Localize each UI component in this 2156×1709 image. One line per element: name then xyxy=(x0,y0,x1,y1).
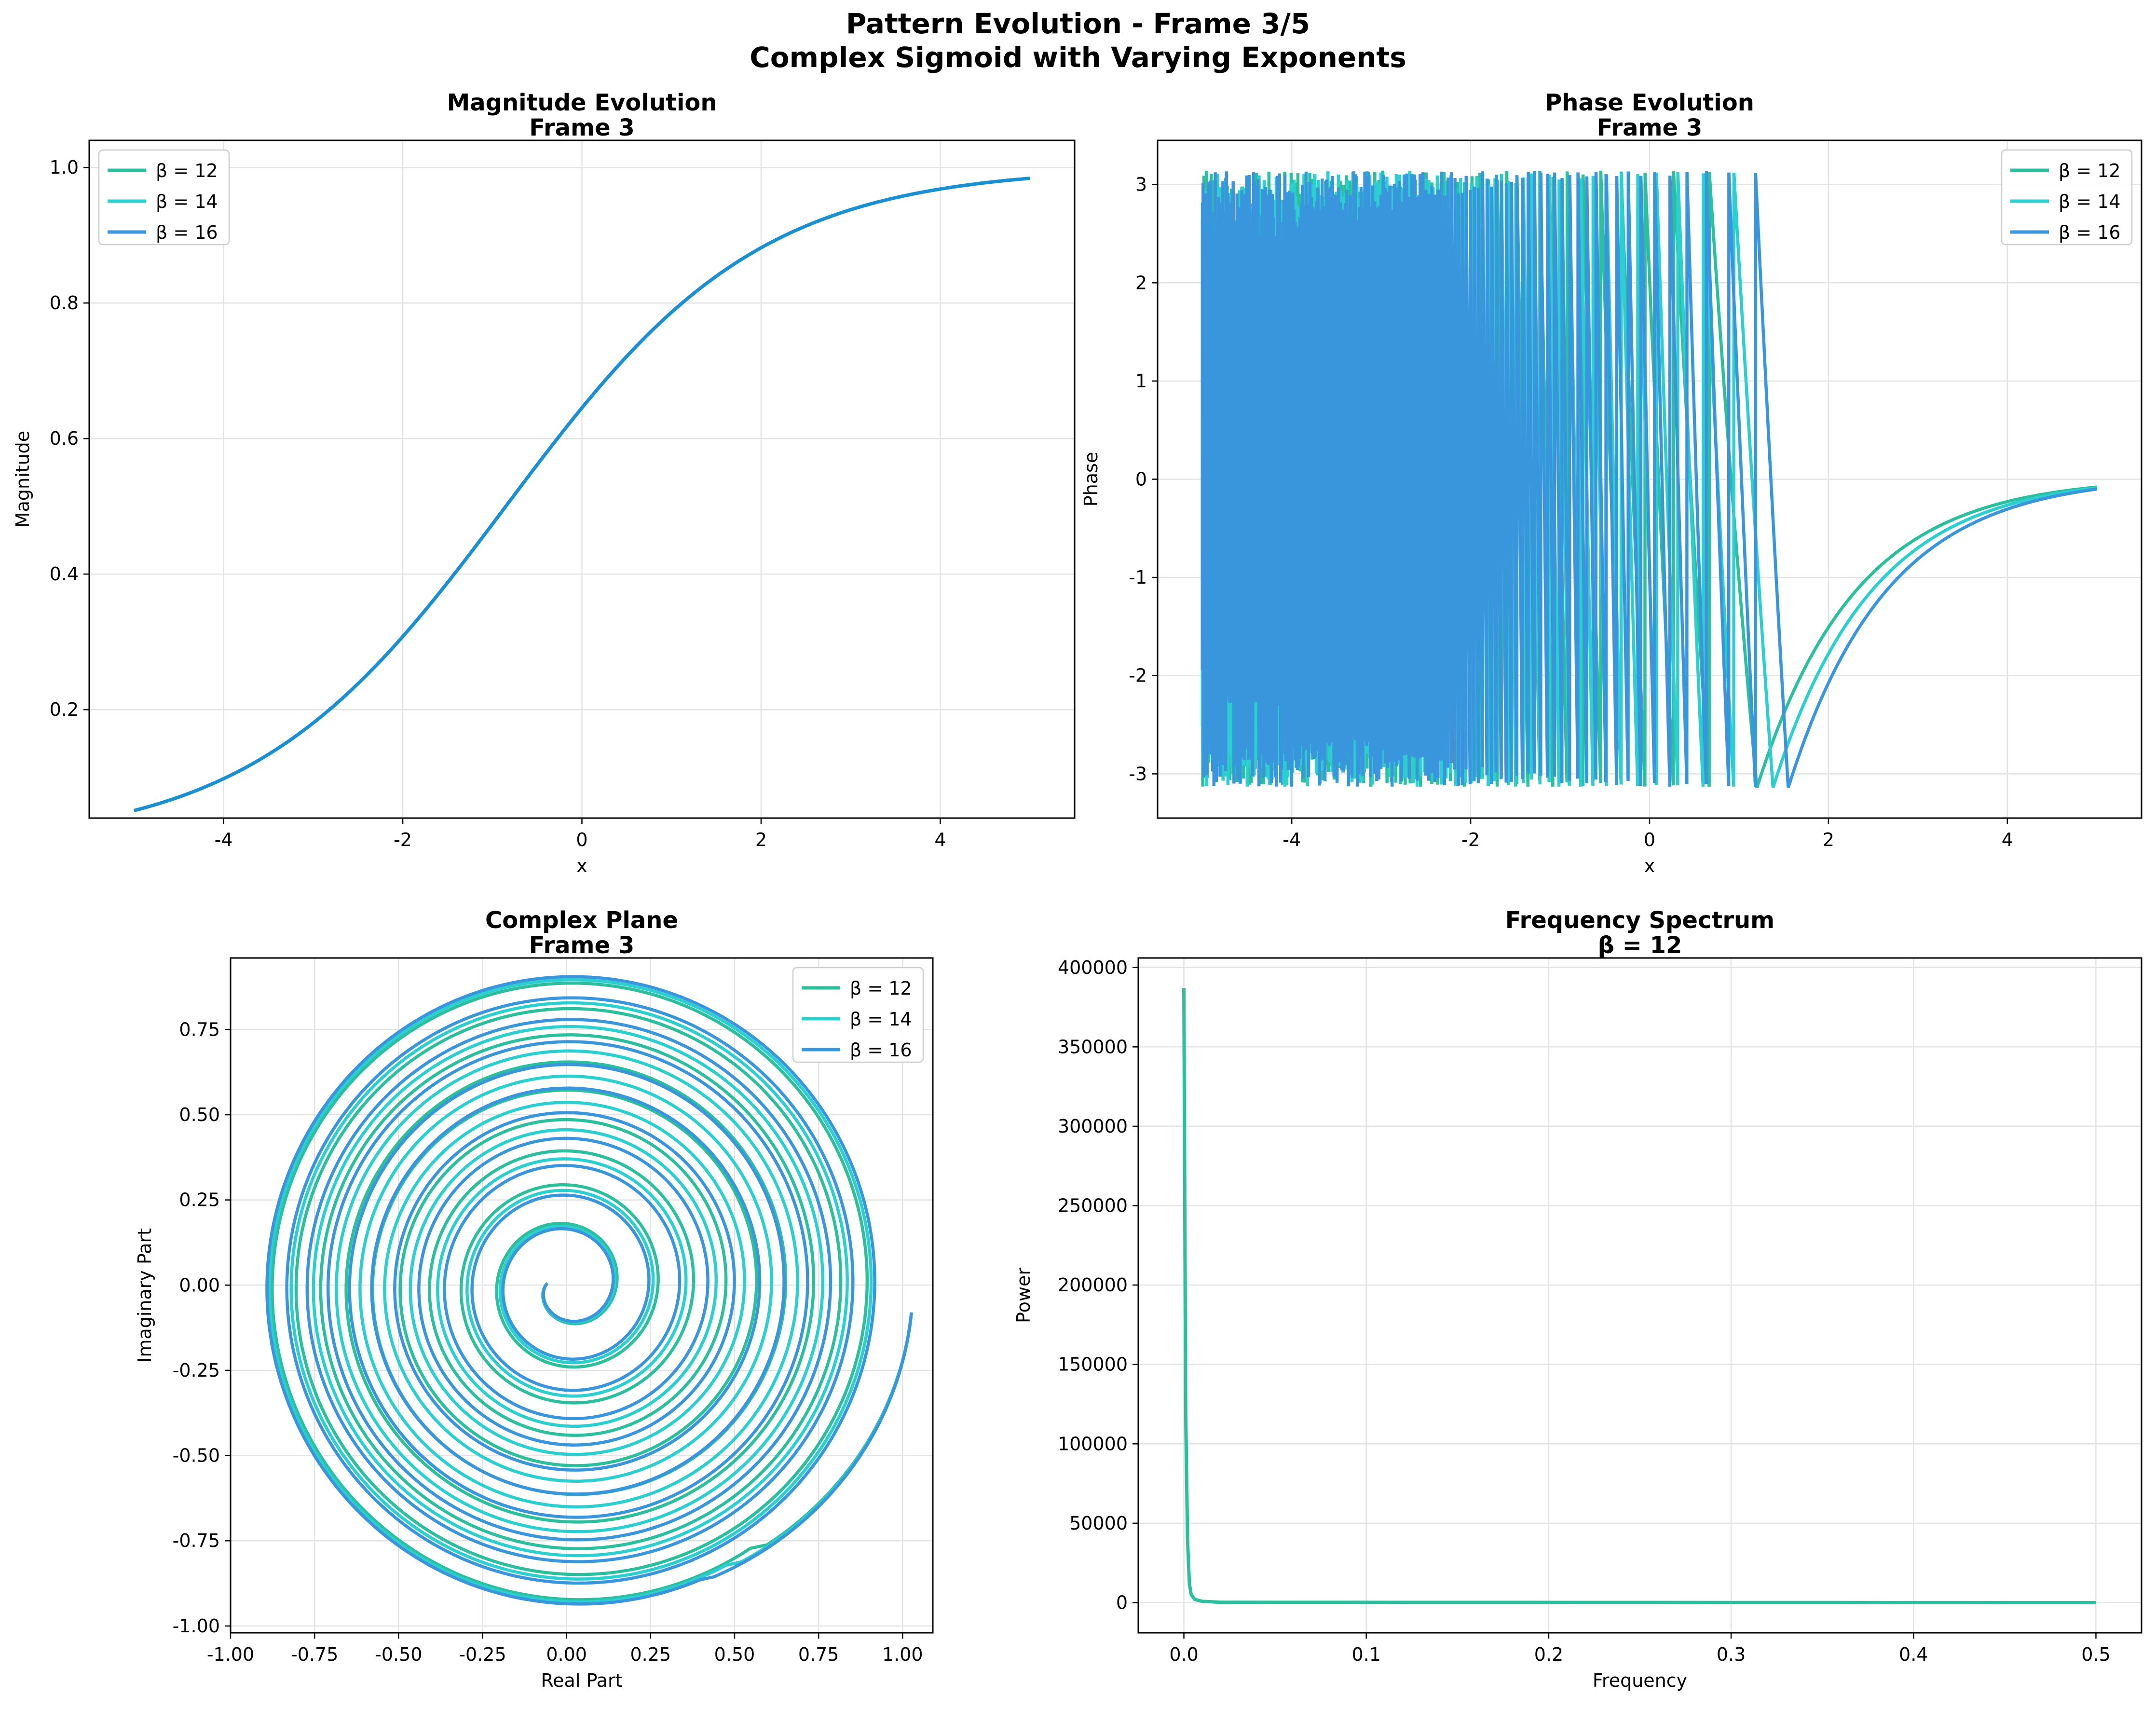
magnitude-subtitle: Frame 3 xyxy=(529,114,634,141)
magnitude-line-beta-16 xyxy=(134,177,1030,812)
magnitude-x-axis-label: x xyxy=(576,855,587,876)
y-tick-label: 0.6 xyxy=(50,428,79,449)
magnitude-ticks: -4 -2 0 2 4 0.2 0.4 0.6 0.8 1.0 xyxy=(50,157,946,850)
magnitude-series xyxy=(134,177,1030,812)
y-tick-label: 1.0 xyxy=(50,157,79,178)
y-tick-label: 0.2 xyxy=(50,699,79,720)
legend-entry: β = 16 xyxy=(156,222,218,243)
y-tick-label: 0.8 xyxy=(50,292,79,314)
x-tick-label: 0 xyxy=(576,829,587,850)
legend-entry: β = 14 xyxy=(156,191,218,212)
x-tick-label: 2 xyxy=(755,829,767,850)
x-tick-label: 4 xyxy=(934,829,946,850)
y-tick-label: 0.4 xyxy=(50,563,79,585)
magnitude-legend: β = 12 β = 14 β = 16 xyxy=(98,149,230,246)
legend-entry: β = 12 xyxy=(156,160,218,181)
figure-title: Pattern Evolution - Frame 3/5 Complex Si… xyxy=(0,7,2156,74)
figure-title-line-1: Pattern Evolution - Frame 3/5 xyxy=(846,7,1310,40)
legend-box xyxy=(98,149,230,246)
magnitude-y-axis-label: Magnitude xyxy=(12,431,33,528)
magnitude-axes-frame xyxy=(88,139,1076,819)
x-tick-label: -2 xyxy=(394,829,412,850)
magnitude-grid xyxy=(89,140,1075,818)
magnitude-title: Magnitude Evolution xyxy=(447,89,717,116)
figure-title-line-2: Complex Sigmoid with Varying Exponents xyxy=(750,41,1406,74)
x-tick-label: -4 xyxy=(215,829,233,850)
